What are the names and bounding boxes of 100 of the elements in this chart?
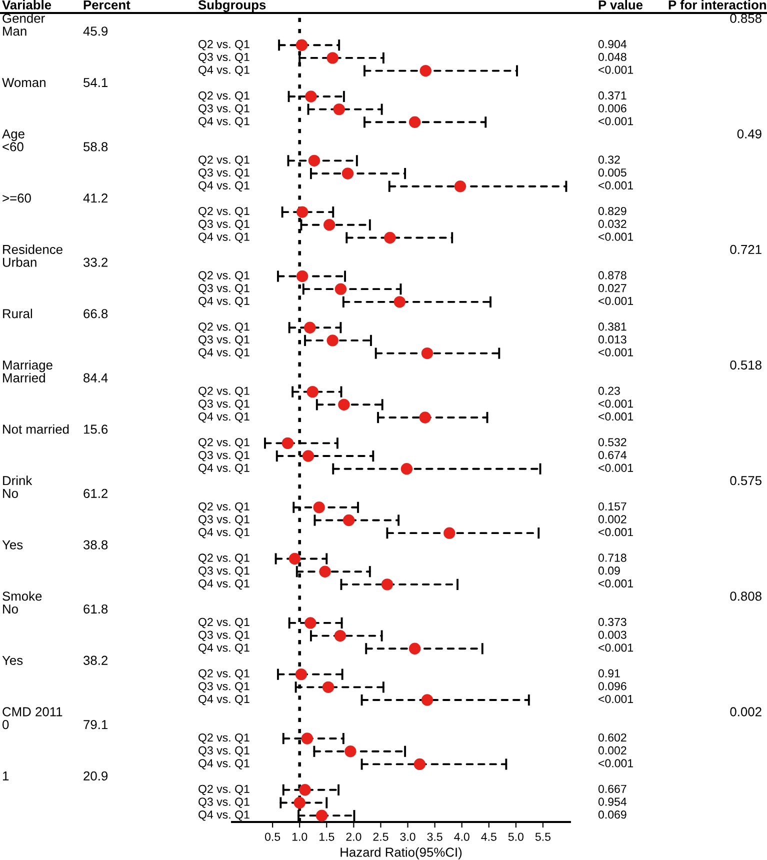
- text: <0.001: [598, 644, 634, 652]
- y-tick-label: Q4 vs. Q1: [198, 412, 250, 423]
- x-tick-label: 5.0: [508, 832, 524, 841]
- x-tick-label: 3.0: [400, 832, 416, 841]
- y-tick-label: Q2 vs. Q1: [198, 322, 250, 333]
- text: 0.002: [598, 515, 626, 524]
- text: 66.8: [84, 309, 108, 318]
- text: 0.532: [598, 438, 626, 446]
- text: Variable: [2, 0, 52, 10]
- point: [326, 334, 338, 346]
- text: Smoke: [2, 591, 42, 601]
- point: [344, 746, 356, 758]
- point: [384, 232, 396, 244]
- y-tick-label: Q2 vs. Q1: [198, 271, 250, 282]
- text: 1: [2, 772, 9, 780]
- point: [313, 502, 325, 514]
- text: 61.8: [84, 604, 108, 614]
- y-tick-label: Q4 vs. Q1: [198, 66, 250, 76]
- y-tick-label: Q2 vs. Q1: [198, 669, 250, 680]
- text: <0.001: [598, 400, 634, 408]
- point: [294, 796, 306, 809]
- point: [342, 168, 354, 180]
- point: [421, 347, 434, 360]
- x-tick-label: 3.5: [427, 832, 442, 841]
- point: [308, 154, 320, 167]
- y-tick-label: Q2 vs. Q1: [198, 502, 250, 513]
- text: No: [3, 489, 18, 498]
- text: 0.006: [598, 104, 626, 112]
- text: <0.001: [598, 348, 634, 356]
- y-tick-label: Q3 vs. Q1: [198, 284, 250, 294]
- text: <0.001: [598, 694, 634, 704]
- x-tick-label: 1.0: [292, 832, 308, 841]
- text: 0.002: [730, 707, 762, 716]
- text: 15.6: [84, 424, 108, 434]
- text: 84.4: [84, 373, 108, 382]
- text: 33.2: [83, 258, 108, 267]
- point: [454, 180, 466, 192]
- y-tick-label: Q3 vs. Q1: [198, 798, 250, 808]
- text: <0.001: [598, 296, 634, 306]
- text: CMD 2011: [2, 707, 62, 716]
- text: 0.829: [598, 206, 626, 216]
- y-tick-label: Q2 vs. Q1: [198, 386, 250, 397]
- text: P for interaction: [668, 0, 766, 10]
- point: [400, 463, 413, 475]
- text: 0.373: [598, 618, 626, 626]
- point: [334, 283, 347, 295]
- text: 0.096: [598, 682, 626, 690]
- y-tick-label: Q3 vs. Q1: [198, 104, 250, 114]
- y-tick-label: Q3 vs. Q1: [198, 566, 250, 577]
- text: <0.001: [598, 464, 634, 472]
- text: Percent: [84, 0, 130, 10]
- point: [288, 552, 301, 565]
- text: <0.001: [598, 232, 634, 241]
- text: 0.518: [730, 360, 762, 370]
- x-tick-label: 0.5: [265, 832, 280, 841]
- point: [306, 386, 318, 398]
- text: 58.8: [84, 142, 108, 152]
- y-tick-label: Q2 vs. Q1: [198, 554, 250, 564]
- point: [444, 527, 456, 539]
- y-tick-label: Q3 vs. Q1: [198, 335, 250, 346]
- y-tick-label: Q3 vs. Q1: [198, 450, 250, 462]
- y-tick-label: Q4 vs. Q1: [198, 694, 250, 706]
- text: 0.91: [598, 669, 620, 678]
- y-tick-label: Q3 vs. Q1: [198, 400, 250, 410]
- point: [419, 412, 431, 424]
- text: 0.721: [730, 244, 762, 254]
- y-tick-label: Q4 vs. Q1: [198, 296, 250, 308]
- point: [282, 437, 294, 450]
- y-tick-label: Q3 vs. Q1: [198, 630, 250, 641]
- text: <0.001: [598, 66, 634, 74]
- text: Rural: [3, 308, 32, 318]
- point: [296, 39, 308, 51]
- y-tick-label: Q3 vs. Q1: [198, 515, 250, 526]
- text: Man: [3, 26, 26, 36]
- text: 38.2: [83, 656, 108, 665]
- text: <0.001: [598, 528, 634, 536]
- text: 0.954: [598, 798, 627, 806]
- text: 0.005: [598, 168, 626, 177]
- text: 0.878: [598, 271, 626, 280]
- text: 0.808: [730, 592, 762, 601]
- y-tick-label: Q4 vs. Q1: [198, 810, 250, 821]
- text: Yes: [2, 540, 23, 550]
- text: 38.8: [83, 540, 108, 550]
- point: [421, 694, 434, 706]
- text: 41.2: [83, 194, 108, 203]
- text: Marriage: [3, 360, 52, 372]
- y-tick-label: Q2 vs. Q1: [198, 91, 250, 102]
- text: 0.002: [598, 746, 626, 754]
- x-tick-label: 4.0: [454, 832, 470, 841]
- text: <0.001: [598, 759, 634, 768]
- text: Gender: [2, 13, 45, 23]
- text: 0.157: [598, 502, 626, 510]
- text: <0.001: [598, 579, 634, 588]
- y-tick-label: Q3 vs. Q1: [198, 52, 250, 64]
- x-tick-label: 2.5: [373, 832, 388, 841]
- point: [302, 450, 314, 462]
- point: [299, 784, 311, 796]
- y-tick-label: Q2 vs. Q1: [198, 40, 250, 50]
- point: [333, 103, 345, 116]
- text: Urban: [2, 257, 36, 267]
